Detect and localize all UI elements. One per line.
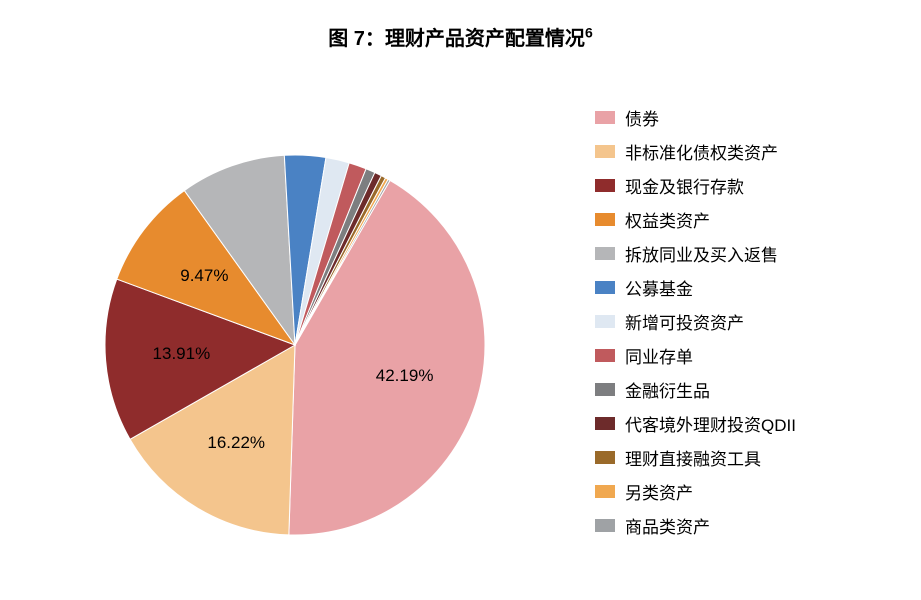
legend-item: 拆放同业及买入返售 bbox=[595, 236, 796, 270]
legend-label: 金融衍生品 bbox=[625, 377, 710, 402]
legend-swatch bbox=[595, 519, 615, 532]
legend-item: 公募基金 bbox=[595, 270, 796, 304]
legend-label: 理财直接融资工具 bbox=[625, 445, 761, 470]
legend-swatch bbox=[595, 145, 615, 158]
legend-label: 债券 bbox=[625, 105, 659, 130]
title-prefix: 图 7： bbox=[328, 28, 385, 50]
legend-label: 权益类资产 bbox=[625, 207, 710, 232]
legend-label: 代客境外理财投资QDII bbox=[625, 411, 796, 436]
legend-swatch bbox=[595, 111, 615, 124]
legend-label: 公募基金 bbox=[625, 275, 693, 300]
legend-swatch bbox=[595, 247, 615, 260]
legend-label: 另类资产 bbox=[625, 479, 693, 504]
legend-swatch bbox=[595, 451, 615, 464]
pie-chart: 42.19% 16.22% 13.91% 9.47% bbox=[95, 145, 495, 545]
legend-item: 同业存单 bbox=[595, 338, 796, 372]
legend-item: 金融衍生品 bbox=[595, 372, 796, 406]
legend-item: 商品类资产 bbox=[595, 508, 796, 542]
legend-item: 理财直接融资工具 bbox=[595, 440, 796, 474]
legend-label: 拆放同业及买入返售 bbox=[625, 241, 778, 266]
legend: 债券非标准化债权类资产现金及银行存款权益类资产拆放同业及买入返售公募基金新增可投… bbox=[595, 100, 796, 542]
legend-label: 非标准化债权类资产 bbox=[625, 139, 778, 164]
slice-label: 42.19% bbox=[376, 366, 434, 386]
slice-label: 13.91% bbox=[153, 344, 211, 364]
legend-swatch bbox=[595, 485, 615, 498]
legend-label: 商品类资产 bbox=[625, 513, 710, 538]
legend-item: 新增可投资资产 bbox=[595, 304, 796, 338]
legend-swatch bbox=[595, 281, 615, 294]
legend-swatch bbox=[595, 213, 615, 226]
legend-label: 现金及银行存款 bbox=[625, 173, 744, 198]
chart-title: 图 7：理财产品资产配置情况6 bbox=[0, 22, 921, 51]
legend-item: 非标准化债权类资产 bbox=[595, 134, 796, 168]
legend-swatch bbox=[595, 349, 615, 362]
legend-swatch bbox=[595, 315, 615, 328]
legend-label: 新增可投资资产 bbox=[625, 309, 744, 334]
legend-item: 权益类资产 bbox=[595, 202, 796, 236]
title-superscript: 6 bbox=[585, 24, 593, 40]
legend-item: 债券 bbox=[595, 100, 796, 134]
slice-label: 9.47% bbox=[180, 266, 228, 286]
legend-swatch bbox=[595, 179, 615, 192]
legend-swatch bbox=[595, 417, 615, 430]
legend-label: 同业存单 bbox=[625, 343, 693, 368]
legend-item: 代客境外理财投资QDII bbox=[595, 406, 796, 440]
legend-swatch bbox=[595, 383, 615, 396]
title-text: 理财产品资产配置情况 bbox=[385, 28, 585, 50]
legend-item: 另类资产 bbox=[595, 474, 796, 508]
legend-item: 现金及银行存款 bbox=[595, 168, 796, 202]
slice-label: 16.22% bbox=[207, 433, 265, 453]
